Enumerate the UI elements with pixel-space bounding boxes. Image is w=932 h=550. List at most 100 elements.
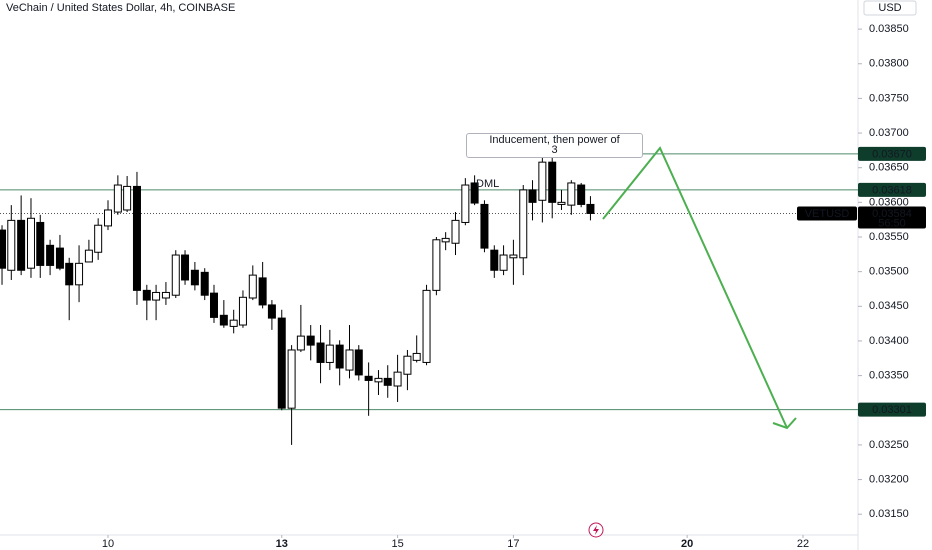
candle-body	[325, 344, 334, 363]
currency-box	[863, 0, 917, 16]
y-tick-label: 0.03500	[869, 266, 909, 278]
x-tick-label: 17	[507, 538, 519, 550]
candle-body	[161, 291, 170, 299]
candle-body	[490, 249, 499, 271]
y-tick-label: 0.03700	[869, 127, 909, 139]
candle-body	[586, 203, 595, 214]
y-tick-label: 0.03800	[869, 58, 909, 70]
candle-body	[383, 377, 392, 386]
candle-body	[519, 189, 528, 259]
candle-body	[432, 239, 441, 291]
candle-body	[229, 319, 238, 327]
candle-body	[26, 217, 35, 269]
candle-body	[364, 375, 373, 381]
y-tick-label: 0.03850	[869, 23, 909, 35]
candle-body	[374, 377, 383, 383]
candle-body	[238, 296, 247, 326]
candle-body	[316, 342, 325, 363]
candle-body	[480, 203, 489, 249]
candle-body	[538, 161, 547, 201]
candle-body	[499, 254, 508, 271]
candle-body	[306, 335, 315, 346]
countdown-label: 56:50	[878, 217, 906, 229]
x-tick-label: 13	[276, 538, 288, 550]
candle-body	[277, 317, 286, 409]
x-tick-label: 20	[681, 538, 693, 550]
candle-body	[55, 247, 64, 269]
candle-body	[335, 344, 344, 369]
projection-path	[602, 146, 788, 429]
candle-body	[104, 209, 113, 227]
candle-body	[65, 262, 74, 286]
last-price-box	[858, 206, 926, 229]
projection-arrowhead	[772, 417, 797, 430]
candle-body	[441, 237, 450, 243]
candle-body	[461, 184, 470, 223]
candle-body	[345, 349, 354, 371]
y-tick-label: 0.03250	[869, 439, 909, 451]
candle-body	[84, 249, 93, 263]
candle-body	[354, 349, 363, 376]
level-label-box	[858, 146, 926, 161]
candle-body	[403, 355, 412, 375]
events-icon-bolt	[593, 525, 599, 535]
candle-body	[422, 289, 431, 363]
candle-body	[142, 289, 151, 301]
candle-body	[75, 262, 84, 286]
x-tick-label: 22	[797, 538, 809, 550]
level-label: 0.03301	[872, 404, 912, 416]
annotation-box: Inducement, then power of 3	[466, 133, 643, 158]
candle-body	[171, 254, 180, 296]
candle-body	[451, 219, 460, 244]
y-tick-label: 0.03200	[869, 473, 909, 485]
candle-body	[200, 271, 209, 296]
candle-body	[548, 161, 557, 203]
candle-body	[46, 244, 55, 266]
y-tick-label: 0.03150	[869, 508, 909, 520]
y-tick-label: 0.03550	[869, 231, 909, 243]
candle-body	[132, 185, 141, 291]
candle-body	[528, 189, 537, 203]
y-tick-label: 0.03750	[869, 92, 909, 104]
candle-body	[219, 314, 228, 326]
candle-body	[393, 371, 402, 387]
marks	[0, 150, 858, 445]
candle-body	[113, 184, 122, 213]
candle-body	[17, 219, 26, 271]
level-label: 0.03618	[872, 184, 912, 196]
candle-body	[258, 277, 267, 306]
level-label: 0.03670	[872, 148, 912, 160]
annotation-label: DML	[476, 178, 499, 190]
x-tick-label: 10	[102, 538, 114, 550]
x-tick-label: 15	[391, 538, 403, 550]
chart-title: VeChain / United States Dollar, 4h, COIN…	[6, 2, 235, 14]
candle-body	[94, 224, 103, 253]
y-tick-label: 0.03400	[869, 335, 909, 347]
candle-body	[412, 352, 421, 361]
candle-body	[36, 221, 45, 266]
candle-body	[190, 269, 199, 286]
candle-body	[470, 182, 479, 204]
candle-body	[209, 292, 218, 318]
candle-body	[248, 274, 257, 299]
y-tick-label: 0.03350	[869, 370, 909, 382]
candle-body	[152, 291, 161, 301]
candle-body	[296, 335, 305, 351]
level-label-box	[858, 182, 926, 197]
candle-body	[0, 229, 7, 269]
last-price-label: 0.03584	[872, 208, 912, 220]
candle-body	[7, 219, 16, 271]
candle-body	[567, 182, 576, 206]
level-label-box	[858, 402, 926, 417]
symbol-label: VETUSD	[805, 208, 850, 220]
candle-body	[287, 349, 296, 409]
y-tick-label: 0.03650	[869, 162, 909, 174]
currency-label: USD	[878, 2, 901, 14]
candle-body	[557, 201, 566, 205]
candle-body	[577, 184, 586, 205]
candle-body	[509, 254, 518, 259]
y-tick-label: 0.03450	[869, 300, 909, 312]
y-tick-label: 0.03600	[869, 196, 909, 208]
